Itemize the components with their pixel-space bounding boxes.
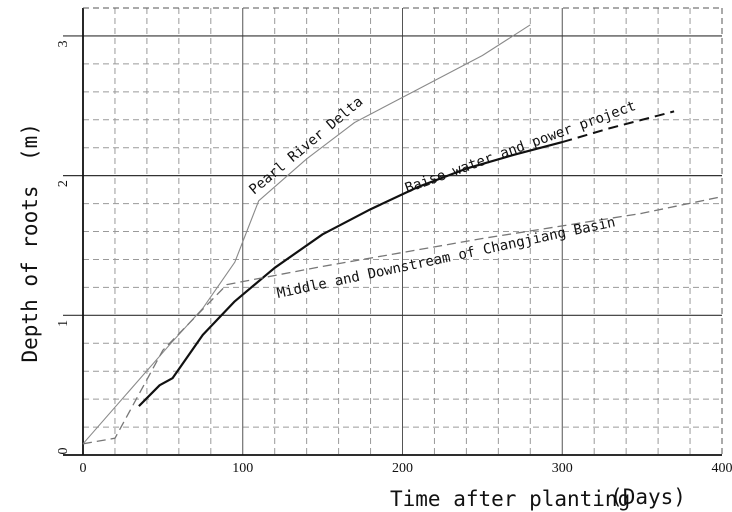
series-annotations: Pearl River Delta Baise water and power … xyxy=(246,94,638,302)
x-tick-label: 400 xyxy=(712,461,732,476)
x-tick-label: 100 xyxy=(232,461,253,476)
y-tick-label: 1 xyxy=(56,320,71,327)
y-tick-label: 2 xyxy=(56,180,71,187)
series-line-0 xyxy=(82,24,531,445)
x-tick-label: 300 xyxy=(552,461,573,476)
x-axis-unit: (Days) xyxy=(610,485,686,509)
major-grid xyxy=(63,8,722,455)
series-label-changjiang: Middle and Downstream of Changjiang Basi… xyxy=(276,214,617,302)
x-tick-label: 0 xyxy=(80,461,87,476)
series-line-2 xyxy=(82,195,723,445)
y-tick-label: 3 xyxy=(56,40,71,47)
x-axis-label: Time after planting xyxy=(390,487,630,511)
series-line-1-extension xyxy=(562,110,675,144)
y-axis-label: Depth of roots xyxy=(18,185,42,362)
axes xyxy=(63,7,723,456)
series-lines xyxy=(82,24,723,445)
tick-labels: 0 100 200 300 400 0 1 2 3 xyxy=(56,40,732,476)
series-line-1 xyxy=(138,141,563,407)
x-tick-label: 200 xyxy=(392,461,413,476)
y-axis-unit: (m) xyxy=(18,123,42,161)
y-tick-label: 0 xyxy=(56,448,71,455)
y-axis-title: Depth of roots (m) xyxy=(18,123,42,362)
